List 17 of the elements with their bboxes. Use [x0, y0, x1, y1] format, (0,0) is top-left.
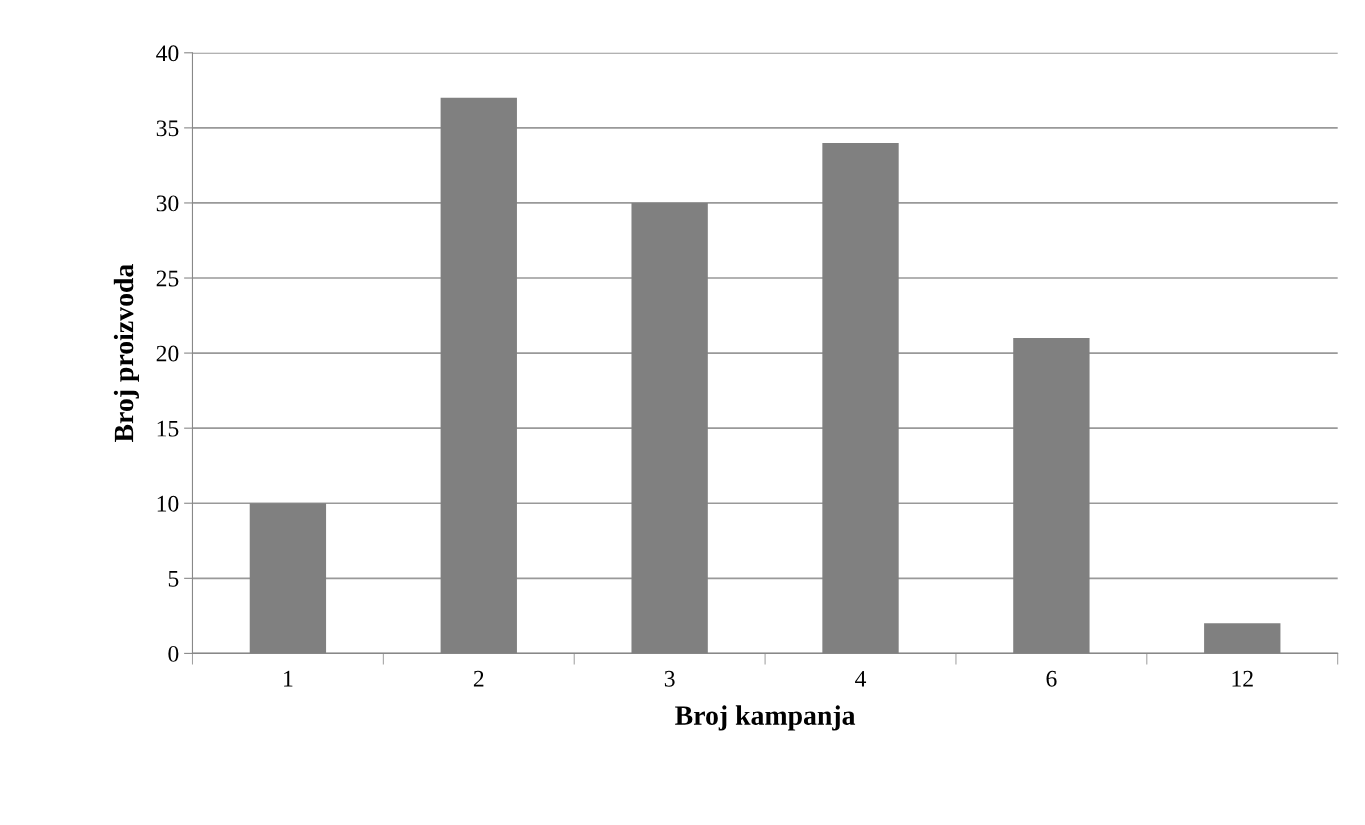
y-tick-label: 20: [156, 345, 179, 362]
y-tick-label: 30: [156, 195, 179, 212]
y-axis-title: Broj proizvoda: [113, 264, 139, 443]
x-tick-label: 12: [1232, 670, 1253, 687]
y-tick-label: 10: [157, 495, 179, 512]
y-tick-label: 25: [156, 270, 179, 287]
x-axis-title: Broj kampanja: [675, 705, 856, 731]
y-tick-label: 0: [168, 645, 179, 662]
y-tick-label: 35: [156, 120, 179, 137]
x-tick-label: 1: [284, 670, 293, 687]
x-tick-label: 6: [1046, 670, 1057, 687]
x-tick-label: 4: [855, 670, 867, 687]
x-tick-label: 2: [473, 670, 484, 687]
y-tick-label: 40: [156, 45, 179, 62]
y-tick-label: 15: [157, 420, 179, 437]
x-tick-label: 3: [664, 670, 675, 687]
y-tick-label: 5: [168, 571, 179, 587]
